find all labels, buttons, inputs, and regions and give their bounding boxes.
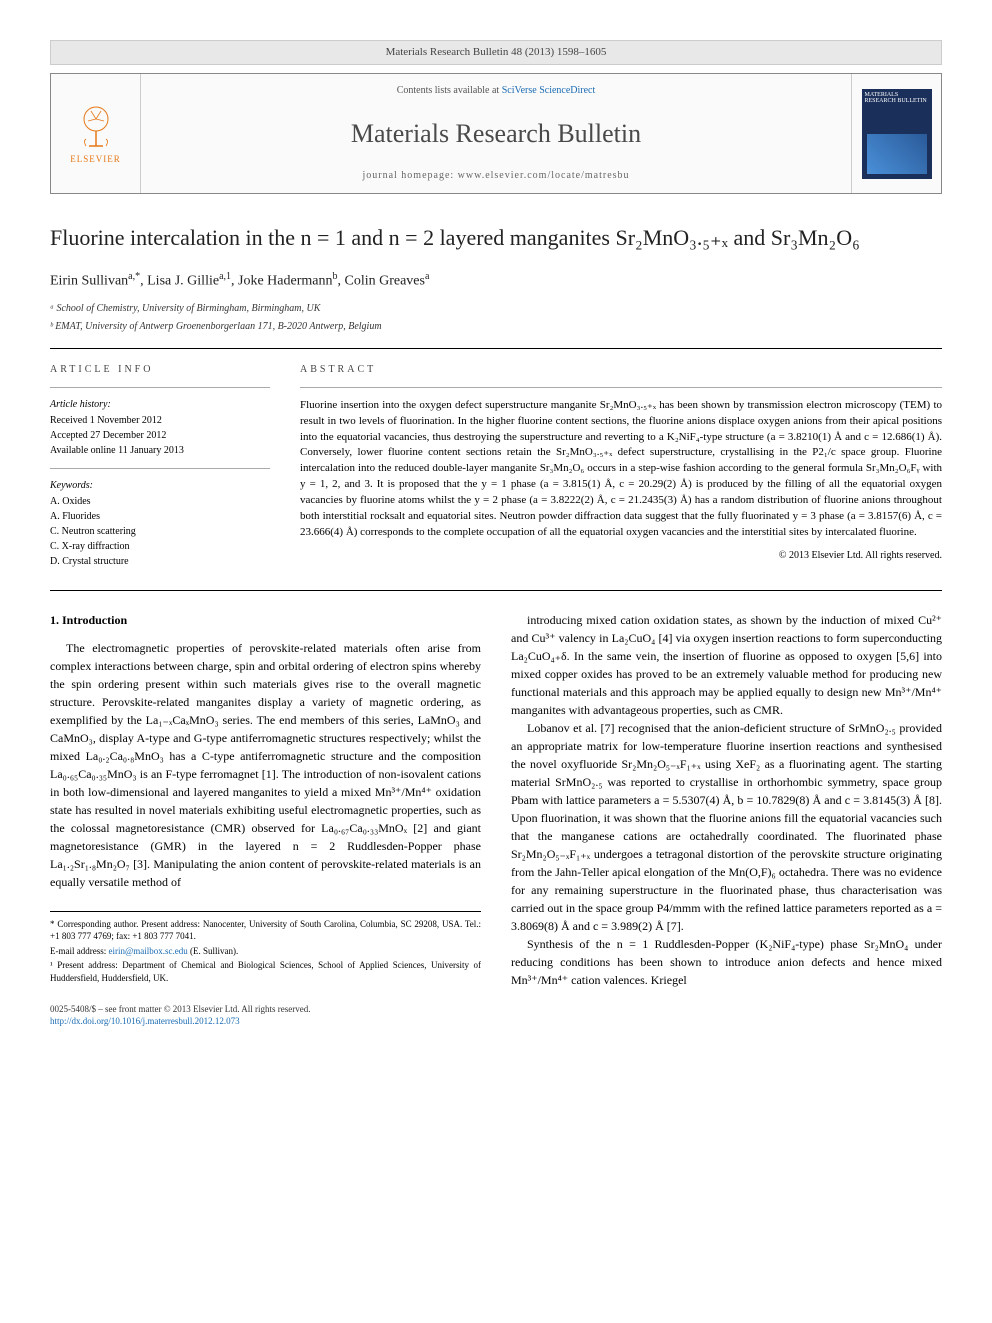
info-heading: ARTICLE INFO xyxy=(50,363,270,377)
abstract-heading: ABSTRACT xyxy=(300,363,942,377)
divider xyxy=(50,590,942,591)
page-footer: 0025-5408/$ – see front matter © 2013 El… xyxy=(50,1003,942,1028)
article-title: Fluorine intercalation in the n = 1 and … xyxy=(50,224,942,253)
history-online: Available online 11 January 2013 xyxy=(50,444,270,458)
author-list: Eirin Sullivana,*, Lisa J. Gilliea,1, Jo… xyxy=(50,270,942,291)
corresponding-author-note: * Corresponding author. Present address:… xyxy=(50,918,481,943)
body-paragraph: introducing mixed cation oxidation state… xyxy=(511,611,942,719)
divider xyxy=(50,468,270,469)
cover-image xyxy=(867,134,927,174)
sciencedirect-link[interactable]: SciVerse ScienceDirect xyxy=(502,85,596,96)
divider xyxy=(50,348,942,349)
author-email-link[interactable]: eirin@mailbox.sc.edu xyxy=(108,946,187,956)
divider xyxy=(50,387,270,388)
homepage-url: www.elsevier.com/locate/matresbu xyxy=(458,170,630,181)
body-paragraph: Lobanov et al. [7] recognised that the a… xyxy=(511,719,942,935)
history-received: Received 1 November 2012 xyxy=(50,414,270,428)
divider xyxy=(300,387,942,388)
keyword: C. Neutron scattering xyxy=(50,525,270,539)
publisher-name: ELSEVIER xyxy=(70,153,121,166)
journal-title: Materials Research Bulletin xyxy=(151,116,841,152)
body-paragraph: Synthesis of the n = 1 Ruddlesden-Popper… xyxy=(511,935,942,989)
body-left-column: 1. Introduction The electromagnetic prop… xyxy=(50,611,481,989)
abstract-text: Fluorine insertion into the oxygen defec… xyxy=(300,398,942,541)
citation-text: Materials Research Bulletin 48 (2013) 15… xyxy=(386,46,607,58)
journal-cover-thumbnail: MATERIALS RESEARCH BULLETIN xyxy=(862,89,932,179)
history-accepted: Accepted 27 December 2012 xyxy=(50,429,270,443)
body-columns: 1. Introduction The electromagnetic prop… xyxy=(50,611,942,989)
history-heading: Article history: xyxy=(50,398,270,412)
body-paragraph: The electromagnetic properties of perovs… xyxy=(50,639,481,891)
masthead-center: Contents lists available at SciVerse Sci… xyxy=(141,74,851,192)
affiliation-b: ᵇ EMAT, University of Antwerp Groenenbor… xyxy=(50,320,942,334)
email-line: E-mail address: eirin@mailbox.sc.edu (E.… xyxy=(50,945,481,958)
contents-available: Contents lists available at SciVerse Sci… xyxy=(151,84,841,98)
journal-masthead: ELSEVIER Contents lists available at Sci… xyxy=(50,73,942,193)
present-address-note: ¹ Present address: Department of Chemica… xyxy=(50,959,481,984)
section-heading: 1. Introduction xyxy=(50,611,481,629)
abstract-column: ABSTRACT Fluorine insertion into the oxy… xyxy=(300,363,942,570)
front-matter-line: 0025-5408/$ – see front matter © 2013 El… xyxy=(50,1003,311,1016)
keyword: A. Fluorides xyxy=(50,510,270,524)
article-info-column: ARTICLE INFO Article history: Received 1… xyxy=(50,363,270,570)
keyword: A. Oxides xyxy=(50,495,270,509)
abstract-copyright: © 2013 Elsevier Ltd. All rights reserved… xyxy=(300,549,942,563)
journal-homepage: journal homepage: www.elsevier.com/locat… xyxy=(151,169,841,183)
cover-thumbnail-box: MATERIALS RESEARCH BULLETIN xyxy=(851,74,941,192)
running-header: Materials Research Bulletin 48 (2013) 15… xyxy=(50,40,942,65)
footer-left: 0025-5408/$ – see front matter © 2013 El… xyxy=(50,1003,311,1028)
affiliation-list: ᵃ School of Chemistry, University of Bir… xyxy=(50,302,942,334)
keyword: D. Crystal structure xyxy=(50,555,270,569)
keyword: C. X-ray diffraction xyxy=(50,540,270,554)
footnotes: * Corresponding author. Present address:… xyxy=(50,911,481,985)
elsevier-tree-icon xyxy=(71,101,121,151)
affiliation-a: ᵃ School of Chemistry, University of Bir… xyxy=(50,302,942,316)
doi-link[interactable]: http://dx.doi.org/10.1016/j.materresbull… xyxy=(50,1016,240,1026)
cover-title: MATERIALS RESEARCH BULLETIN xyxy=(862,89,932,108)
keywords-heading: Keywords: xyxy=(50,479,270,493)
body-right-column: introducing mixed cation oxidation state… xyxy=(511,611,942,989)
publisher-logo-box: ELSEVIER xyxy=(51,74,141,192)
elsevier-logo: ELSEVIER xyxy=(61,94,131,174)
